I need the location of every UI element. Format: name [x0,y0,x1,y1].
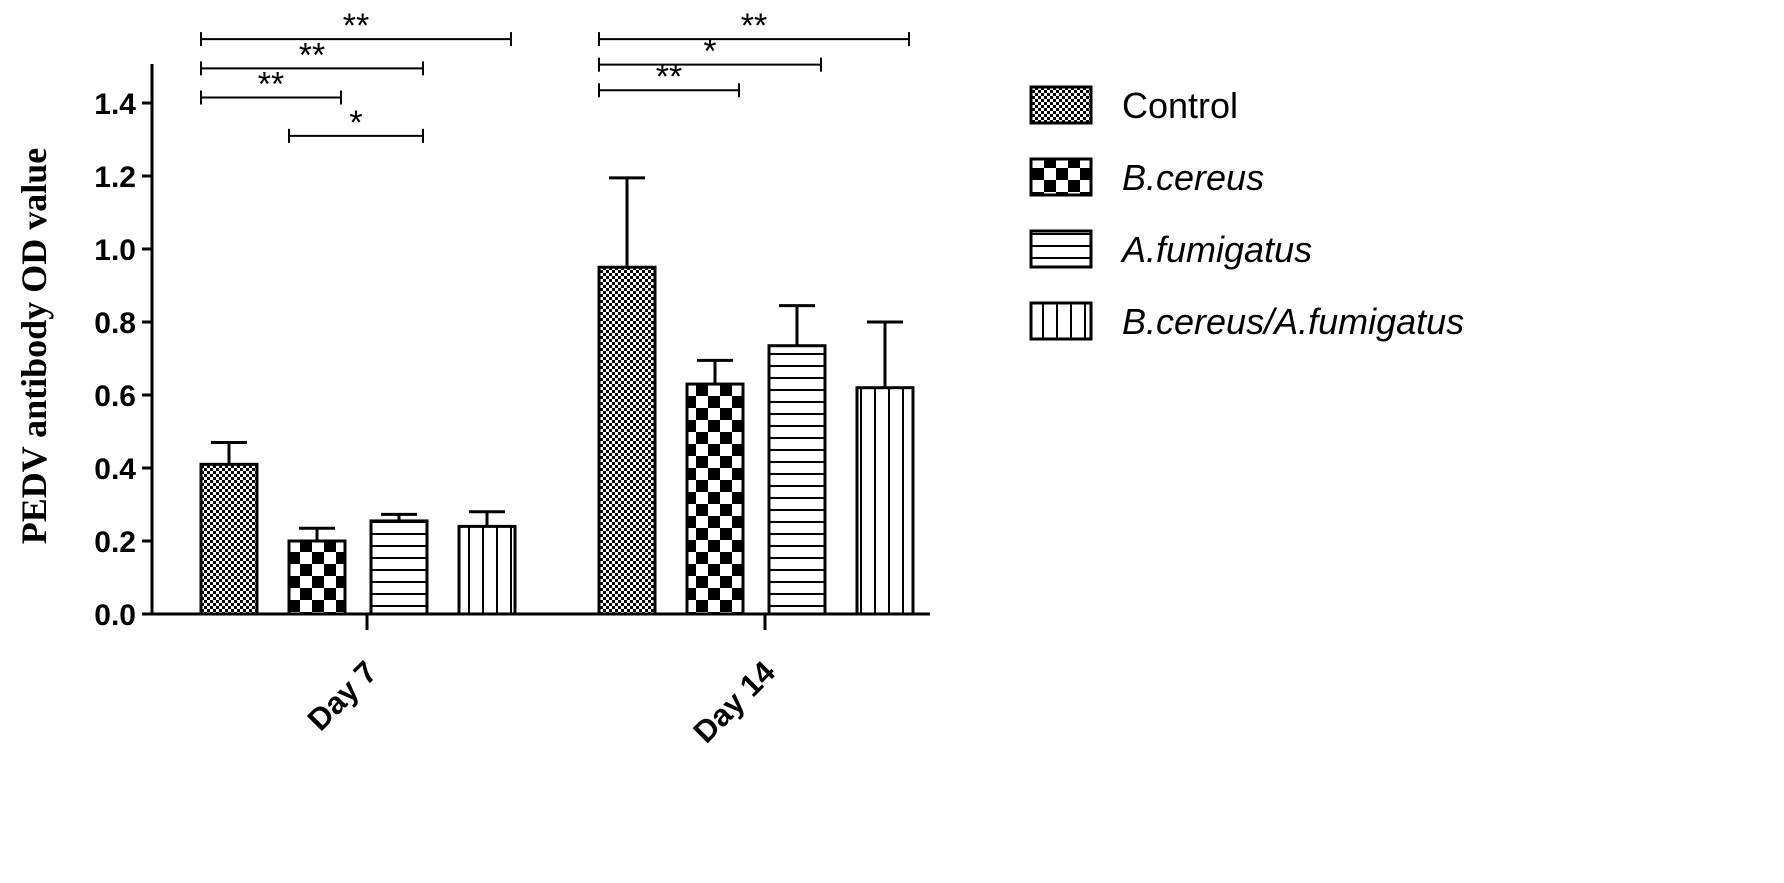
significance-label: ** [258,66,284,104]
bar [597,265,657,616]
x-tick-label: Day 14 [687,654,783,750]
y-tick-label: 0.0 [94,599,136,632]
y-tick-label: 0.4 [94,453,136,486]
y-tick-label: 1.4 [94,88,136,121]
bar [855,386,915,616]
legend-swatch [1029,229,1093,269]
bars [199,176,915,616]
y-tick-label: 1.0 [94,234,136,267]
legend-swatch [1029,301,1093,341]
y-tick-label: 1.2 [94,161,136,194]
legend-label: B.cereus/A.fumigatus [1122,301,1464,342]
legend-swatch [1029,85,1093,125]
x-tick-label: Day 7 [301,654,384,737]
significance-label: * [349,104,362,142]
legend-label: Control [1122,85,1238,126]
bar [767,344,827,616]
significance-label: * [703,33,716,71]
y-axis-label: PEDV antibody OD value [14,148,54,544]
legend-label: B.cereus [1122,157,1264,198]
bar [369,519,429,616]
bar [199,462,259,616]
significance-label: ** [741,7,767,45]
legend-label: A.fumigatus [1120,229,1312,270]
legend-swatch [1029,157,1093,197]
y-tick-label: 0.6 [94,380,136,413]
significance-brackets: ************ [200,7,910,143]
significance-label: ** [343,7,369,45]
significance-label: ** [656,58,682,96]
bar [685,382,745,616]
legend: Control B.cereus A.fumigatus B.cereus/A.fum… [1029,85,1464,342]
y-tick-label: 0.2 [94,526,136,559]
bar [287,539,347,616]
bar [457,524,517,616]
significance-label: ** [299,36,325,74]
y-tick-label: 0.8 [94,307,136,340]
